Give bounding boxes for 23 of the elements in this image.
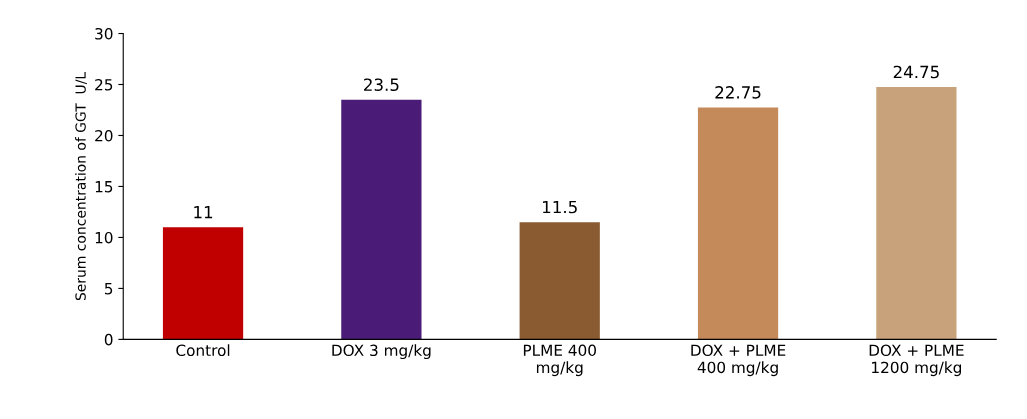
y-tick-label: 20 bbox=[95, 129, 113, 142]
data-label: 22.75 bbox=[715, 86, 761, 99]
bar bbox=[697, 107, 779, 340]
bar bbox=[519, 222, 600, 340]
x-tick-label: DOX + PLME 1200 mg/kg bbox=[869, 344, 964, 377]
y-tick-label: 0 bbox=[104, 333, 113, 346]
bar bbox=[341, 99, 422, 340]
y-tick-label: 5 bbox=[104, 283, 113, 295]
data-label: 24.75 bbox=[893, 65, 939, 79]
bar bbox=[876, 87, 957, 340]
y-tick-label: 15 bbox=[95, 181, 113, 193]
y-tick-label: 10 bbox=[95, 231, 113, 244]
data-label: 23.5 bbox=[364, 78, 399, 92]
data-label: 11 bbox=[194, 206, 213, 219]
x-tick-label: DOX + PLME 400 mg/kg bbox=[691, 344, 786, 377]
data-label: 11.5 bbox=[542, 200, 577, 214]
y-axis-title: Serum concentration of GGT U/L bbox=[75, 71, 87, 301]
y-tick-label: 25 bbox=[95, 78, 113, 91]
x-tick-label: Control bbox=[176, 344, 230, 357]
bar bbox=[162, 227, 244, 340]
x-tick-label: DOX 3 mg/kg bbox=[332, 344, 431, 360]
y-tick-label: 30 bbox=[95, 27, 113, 40]
x-tick-label: PLME 400 mg/kg bbox=[523, 344, 596, 377]
